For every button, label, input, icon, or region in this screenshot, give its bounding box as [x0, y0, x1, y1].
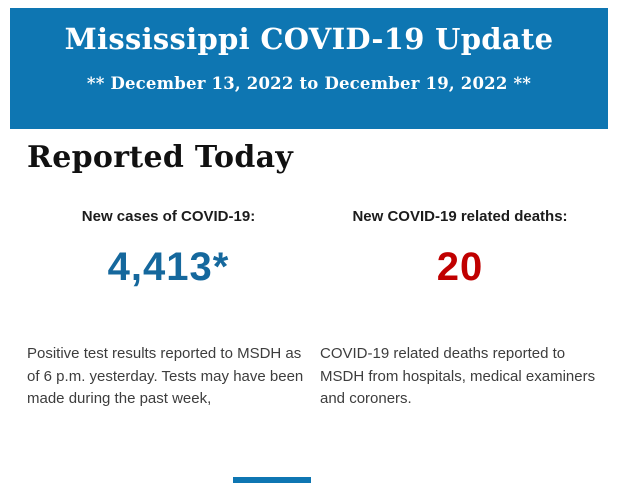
next-section-banner-peek: [233, 477, 311, 483]
date-range: ** December 13, 2022 to December 19, 202…: [86, 74, 532, 93]
section-heading-reported-today: Reported Today: [27, 140, 294, 175]
page-title: Mississippi COVID-19 Update: [64, 22, 554, 56]
new-deaths-label: New COVID-19 related deaths:: [352, 208, 568, 225]
stat-new-deaths: New COVID-19 related deaths: 20 COVID-19…: [320, 208, 600, 411]
new-deaths-description: COVID-19 related deaths reported to MSDH…: [320, 345, 596, 407]
stats-grid: New cases of COVID-19: 4,413* Positive t…: [27, 208, 600, 411]
new-deaths-value: 20: [436, 245, 484, 289]
stat-new-cases: New cases of COVID-19: 4,413* Positive t…: [27, 208, 310, 411]
header-banner: Mississippi COVID-19 Update ** December …: [10, 8, 608, 129]
new-cases-label: New cases of COVID-19:: [81, 208, 256, 225]
new-cases-value: 4,413*: [107, 245, 230, 289]
new-cases-description: Positive test results reported to MSDH a…: [27, 345, 304, 407]
